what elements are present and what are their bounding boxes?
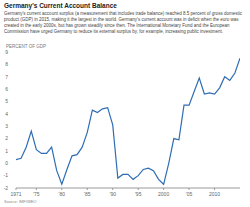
- svg-text:9: 9: [8, 49, 9, 55]
- svg-text:0: 0: [8, 160, 9, 166]
- svg-text:1971: 1971: [10, 191, 21, 197]
- svg-text:6: 6: [8, 86, 9, 92]
- svg-text:7: 7: [8, 74, 9, 80]
- svg-text:3: 3: [8, 123, 9, 129]
- html-text:Germany's Current Account Bala: Germany's Current Account Balance: [4, 2, 117, 9]
- svg-text:-2: -2: [8, 185, 9, 191]
- svg-text:2010: 2010: [209, 191, 220, 197]
- svg-text:1: 1: [8, 148, 9, 154]
- svg-text:8: 8: [8, 61, 9, 67]
- svg-text:'75: '75: [33, 191, 40, 197]
- svg-text:'05: '05: [186, 191, 193, 197]
- svg-text:2: 2: [8, 135, 9, 141]
- svg-text:2000: 2000: [158, 191, 169, 197]
- svg-text:'95: '95: [135, 191, 142, 197]
- svg-text:4: 4: [8, 111, 9, 117]
- svg-text:'80: '80: [59, 191, 66, 197]
- html-text:PERCENT OF GDP: PERCENT OF GDP: [6, 44, 46, 49]
- svg-text:'85: '85: [84, 191, 91, 197]
- html-text:Germany's current account surp: Germany's current account surplus (a mea…: [4, 11, 242, 34]
- svg-text:'90: '90: [109, 191, 116, 197]
- svg-text:-1: -1: [8, 172, 9, 178]
- html-text:Source: IMF/WEO: Source: IMF/WEO: [4, 199, 37, 204]
- svg-text:5: 5: [8, 98, 9, 104]
